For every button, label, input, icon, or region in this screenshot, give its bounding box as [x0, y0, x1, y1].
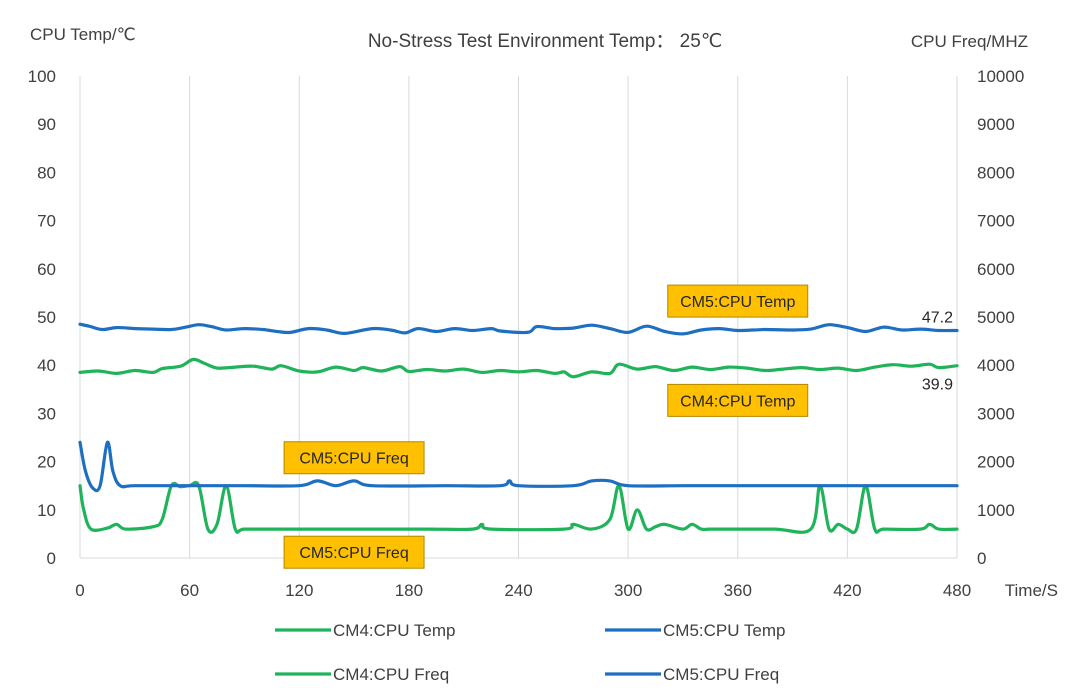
annotation-text-2: CM5:CPU Freq	[299, 451, 408, 468]
chart-title: No-Stress Test Environment Temp： 25℃	[368, 31, 722, 52]
data-labels: 47.2 39.9	[922, 309, 953, 393]
x-tick-2: 120	[285, 581, 313, 600]
y-right-tick-6: 6000	[977, 260, 1015, 279]
y-left-tick-4: 40	[37, 356, 56, 375]
y-right-tick-5: 5000	[977, 308, 1015, 327]
y-right-tick-7: 7000	[977, 212, 1015, 231]
y-axis-left-label: CPU Temp/℃	[30, 25, 136, 44]
x-tick-3: 180	[395, 581, 423, 600]
data-label-0: 47.2	[922, 309, 953, 326]
y-left-tick-10: 100	[28, 67, 56, 86]
y-left-tick-3: 30	[37, 404, 56, 423]
annotation-text-0: CM5:CPU Temp	[680, 294, 795, 311]
series-line-cm5-cpu-freq	[78, 440, 959, 493]
x-tick-7: 420	[833, 581, 861, 600]
legend-label-cm5-cpu-freq: CM5:CPU Freq	[663, 665, 779, 684]
x-tick-8: 480	[943, 581, 971, 600]
y-right-tick-0: 0	[977, 549, 986, 568]
x-tick-5: 300	[614, 581, 642, 600]
y-right-tick-1: 1000	[977, 501, 1015, 520]
y-left-tick-0: 0	[47, 549, 56, 568]
y-right-tick-4: 4000	[977, 356, 1015, 375]
legend: CM4:CPU Temp CM5:CPU Temp CM4:CPU Freq CM5:…	[275, 621, 786, 684]
annotations: CM5:CPU Temp CM4:CPU Temp CM5:CPU Freq CM5:…	[283, 284, 809, 569]
annotation-box-3	[283, 535, 425, 569]
x-axis-ticks: 0 60 120 180 240 300 360 420 480	[75, 581, 971, 600]
data-label-1: 39.9	[922, 377, 953, 394]
legend-label-cm5-cpu-temp: CM5:CPU Temp	[663, 621, 786, 640]
y-left-tick-7: 70	[37, 212, 56, 231]
annotation-box-2	[283, 441, 425, 475]
x-tick-0: 0	[75, 581, 84, 600]
y-right-tick-9: 9000	[977, 115, 1015, 134]
y-left-tick-5: 50	[37, 308, 56, 327]
legend-label-cm4-cpu-temp: CM4:CPU Temp	[333, 621, 456, 640]
annotation-box-1	[667, 383, 809, 417]
x-tick-1: 60	[180, 581, 199, 600]
y-left-tick-6: 60	[37, 260, 56, 279]
y-right-tick-8: 8000	[977, 163, 1015, 182]
y-left-tick-2: 20	[37, 453, 56, 472]
annotation-box-0	[667, 284, 809, 318]
series-line-cm4-cpu-temp	[78, 357, 959, 379]
series-line-cm5-cpu-temp	[78, 322, 959, 336]
y-axis-right-ticks: 0 1000 2000 3000 4000 5000 6000 7000 8000 9000 100…	[977, 67, 1024, 568]
y-axis-left-ticks: 0 10 20 30 40 50 60 70 80 90 100	[28, 67, 56, 568]
gridlines	[79, 76, 958, 559]
y-axis-right-label: CPU Freq/MHZ	[911, 32, 1028, 51]
y-left-tick-9: 90	[37, 115, 56, 134]
y-left-tick-1: 10	[37, 501, 56, 520]
x-axis-label: Time/S	[1005, 581, 1058, 600]
annotation-text-1: CM4:CPU Temp	[680, 393, 795, 410]
y-right-tick-3: 3000	[977, 404, 1015, 423]
legend-label-cm4-cpu-freq: CM4:CPU Freq	[333, 665, 449, 684]
y-right-tick-2: 2000	[977, 453, 1015, 472]
series-lines	[78, 322, 959, 535]
x-tick-6: 360	[724, 581, 752, 600]
y-left-tick-8: 80	[37, 163, 56, 182]
y-right-tick-10: 10000	[977, 67, 1024, 86]
x-tick-4: 240	[504, 581, 532, 600]
annotation-text-3: CM5:CPU Freq	[299, 545, 408, 562]
